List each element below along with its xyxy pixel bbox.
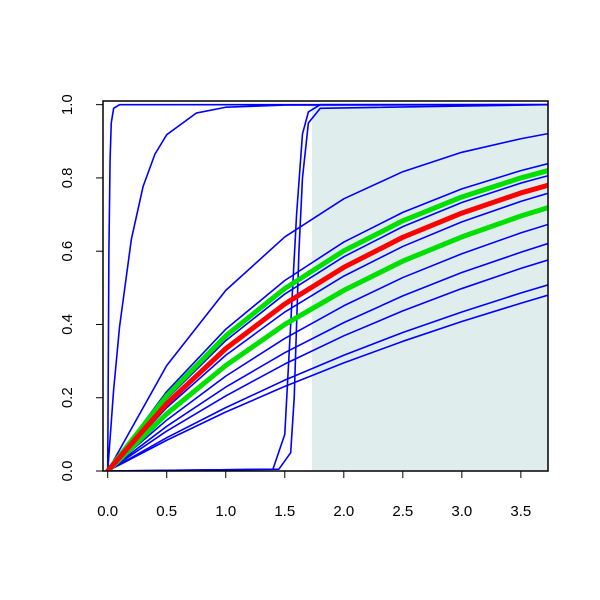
curve (106, 242, 548, 471)
x-tick-label: 3.5 (510, 503, 531, 520)
plot-frame (102, 100, 549, 472)
curve (106, 132, 548, 471)
curve (106, 103, 548, 471)
x-tick-label: 1.5 (274, 503, 295, 520)
x-tick-label: 0.5 (156, 503, 177, 520)
x-tick-label: 1.0 (215, 503, 236, 520)
curve (106, 223, 548, 471)
y-tick-label: 0.4 (59, 314, 76, 335)
curve (106, 192, 548, 471)
curve (105, 205, 548, 471)
curve (106, 162, 548, 471)
curve (106, 294, 548, 471)
curve (105, 168, 548, 471)
x-tick-label: 2.0 (333, 503, 354, 520)
x-tick-label: 2.5 (392, 503, 413, 520)
y-tick-label: 0.6 (59, 241, 76, 262)
curve (106, 259, 548, 471)
curve (106, 103, 548, 471)
curve (106, 284, 548, 471)
x-tick-label: 0.0 (97, 503, 118, 520)
y-tick-label: 0.8 (59, 168, 76, 189)
curve (106, 103, 548, 471)
y-tick-label: 0.0 (59, 461, 76, 482)
y-tick-label: 0.2 (59, 387, 76, 408)
y-tick-label: 1.0 (59, 94, 76, 115)
curve (106, 103, 548, 471)
curve (105, 182, 548, 471)
x-tick-label: 3.0 (451, 503, 472, 520)
